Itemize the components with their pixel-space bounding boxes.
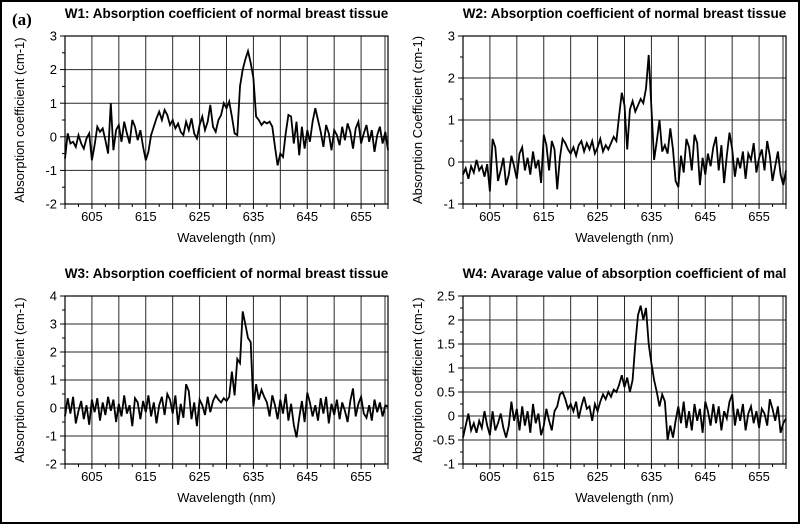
y-tick-label: 0 — [50, 401, 57, 416]
y-tick-label: -1 — [443, 197, 455, 212]
y-tick-label: 4 — [50, 289, 57, 304]
plot-border — [64, 295, 389, 465]
y-tick-label: 0 — [448, 155, 455, 170]
x-axis-label: Wavelength (nm) — [575, 490, 674, 505]
x-tick-label: 605 — [81, 469, 103, 484]
x-tick-label: 605 — [479, 209, 501, 224]
x-tick-label: 625 — [587, 469, 609, 484]
subplot-w3: 605 615 625 635 645 655 -2 -1 0 1 2 3 4 W3: Absorptio… — [2, 262, 400, 522]
x-tick-label: 645 — [296, 209, 318, 224]
x-tick-label: 605 — [81, 209, 103, 224]
x-axis-label: Wavelength (nm) — [575, 230, 674, 245]
y-tick-label: 1 — [448, 361, 455, 376]
x-tick-label: 645 — [296, 469, 318, 484]
y-tick-label: -0.5 — [433, 433, 455, 448]
x-axis-label: Wavelength (nm) — [177, 230, 276, 245]
x-axis-label: Wavelength (nm) — [177, 490, 276, 505]
y-axis-label: Absorption Coefficient (cm-1) — [410, 36, 425, 204]
y-tick-label: 2 — [50, 62, 57, 77]
x-tick-label: 615 — [533, 469, 555, 484]
data-series-line — [64, 311, 389, 438]
plot-border — [64, 35, 389, 205]
x-tick-label: 615 — [135, 469, 157, 484]
x-tick-label: 655 — [748, 469, 770, 484]
chart-title: W1: Absorption coefficient of normal bre… — [65, 6, 389, 21]
chart-w1: 605 615 625 635 645 655 -2 -1 0 1 2 3 W1: Absorption… — [12, 6, 389, 245]
x-tick-label: 645 — [694, 209, 716, 224]
chart-title: W4: Avarage value of absorption coeffici… — [463, 266, 787, 281]
x-tick-label: 625 — [587, 209, 609, 224]
x-tick-label: 635 — [641, 469, 663, 484]
chart-w4: 605 615 625 635 645 655 -1 -0.5 0 0.5 1 1.5 2 2.5 W4: … — [410, 266, 787, 505]
x-tick-label: 635 — [243, 209, 265, 224]
x-tick-label: 615 — [135, 209, 157, 224]
y-tick-label: 3 — [50, 317, 57, 332]
y-tick-label: -1 — [443, 457, 455, 472]
y-tick-label: -2 — [45, 197, 57, 212]
subplot-w1: 605 615 625 635 645 655 -2 -1 0 1 2 3 W1: Absorption… — [2, 2, 400, 262]
x-tick-label: 625 — [189, 209, 211, 224]
y-tick-label: 2.5 — [437, 289, 455, 304]
x-tick-label: 635 — [641, 209, 663, 224]
x-tick-label: 635 — [243, 469, 265, 484]
y-tick-label: 2 — [50, 345, 57, 360]
subplot-w4: 605 615 625 635 645 655 -1 -0.5 0 0.5 1 1.5 2 2.5 W4: … — [400, 262, 798, 522]
y-tick-label: 3 — [50, 29, 57, 44]
y-tick-label: 0.5 — [437, 385, 455, 400]
subplot-w2: 605 615 625 635 645 655 -1 0 1 2 3 W2: Absorption c… — [400, 2, 798, 262]
y-tick-label: 2 — [448, 313, 455, 328]
y-tick-label: -2 — [45, 457, 57, 472]
x-tick-label: 655 — [748, 209, 770, 224]
y-tick-label: 1 — [448, 113, 455, 128]
x-tick-label: 625 — [189, 469, 211, 484]
y-axis-label: Absorption coefficient (cm-1) — [12, 37, 27, 202]
chart-w3: 605 615 625 635 645 655 -2 -1 0 1 2 3 4 W3: Absorptio… — [12, 266, 389, 505]
y-tick-label: 3 — [448, 29, 455, 44]
x-tick-label: 605 — [479, 469, 501, 484]
y-tick-label: 2 — [448, 71, 455, 86]
y-tick-label: 0 — [448, 409, 455, 424]
x-tick-label: 655 — [350, 209, 372, 224]
y-axis-label: Absorption coefficient (cm-1) — [12, 297, 27, 462]
chart-title: W2: Absorption coefficient of normal bre… — [463, 6, 787, 21]
y-tick-label: -1 — [45, 429, 57, 444]
x-tick-label: 655 — [350, 469, 372, 484]
y-tick-label: 0 — [50, 129, 57, 144]
x-tick-label: 615 — [533, 209, 555, 224]
plot-border — [462, 35, 787, 205]
data-series-line — [64, 47, 389, 166]
y-tick-label: 1 — [50, 96, 57, 111]
chart-w2: 605 615 625 635 645 655 -1 0 1 2 3 W2: Absorption c… — [410, 6, 787, 245]
x-tick-label: 645 — [694, 469, 716, 484]
plot-border — [462, 295, 787, 465]
data-series-line — [462, 305, 787, 441]
chart-title: W3: Absorption coefficient of normal bre… — [65, 266, 389, 281]
panel-label: (a) — [12, 10, 32, 29]
y-tick-label: 1.5 — [437, 337, 455, 352]
data-series-line — [462, 54, 787, 192]
y-tick-label: -1 — [45, 163, 57, 178]
y-tick-label: 1 — [50, 373, 57, 388]
y-axis-label: Absorption coefficient (cm-1) — [410, 297, 425, 462]
